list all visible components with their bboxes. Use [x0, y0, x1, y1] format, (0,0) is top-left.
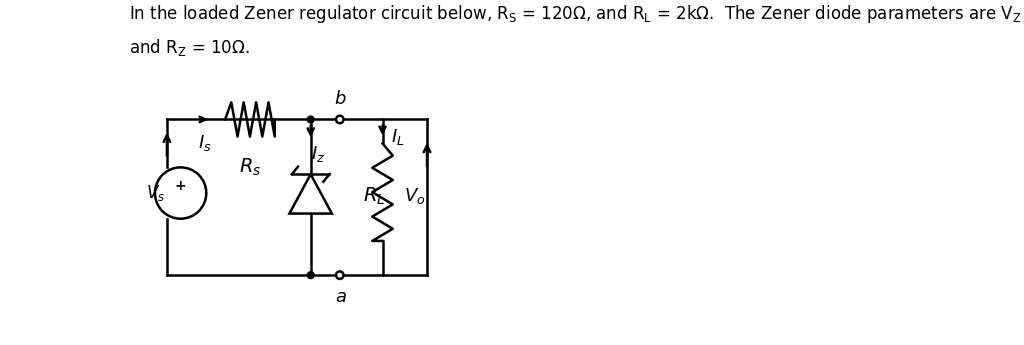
- Text: $\mathit{V_s}$: $\mathit{V_s}$: [146, 183, 165, 203]
- Circle shape: [307, 272, 314, 279]
- Text: $\mathit{V_o}$: $\mathit{V_o}$: [404, 186, 426, 206]
- Circle shape: [336, 272, 343, 279]
- Text: +: +: [175, 179, 186, 193]
- Text: $\mathit{a}$: $\mathit{a}$: [335, 288, 346, 306]
- Text: $\mathit{I_z}$: $\mathit{I_z}$: [311, 144, 326, 164]
- Text: $\mathit{I_L}$: $\mathit{I_L}$: [391, 127, 404, 147]
- Text: $\mathit{R_L}$: $\mathit{R_L}$: [362, 186, 385, 207]
- Text: $\mathit{b}$: $\mathit{b}$: [334, 90, 347, 108]
- Text: and R$_\mathregular{Z}$ = 10Ω.: and R$_\mathregular{Z}$ = 10Ω.: [129, 37, 250, 58]
- Text: $\mathit{I_s}$: $\mathit{I_s}$: [198, 134, 211, 154]
- Circle shape: [307, 116, 314, 123]
- Polygon shape: [290, 174, 332, 214]
- Text: $\mathit{R_s}$: $\mathit{R_s}$: [239, 157, 261, 178]
- Circle shape: [336, 116, 343, 123]
- Text: In the loaded Zener regulator circuit below, R$_\mathregular{S}$ = 120Ω, and R$_: In the loaded Zener regulator circuit be…: [129, 3, 1024, 25]
